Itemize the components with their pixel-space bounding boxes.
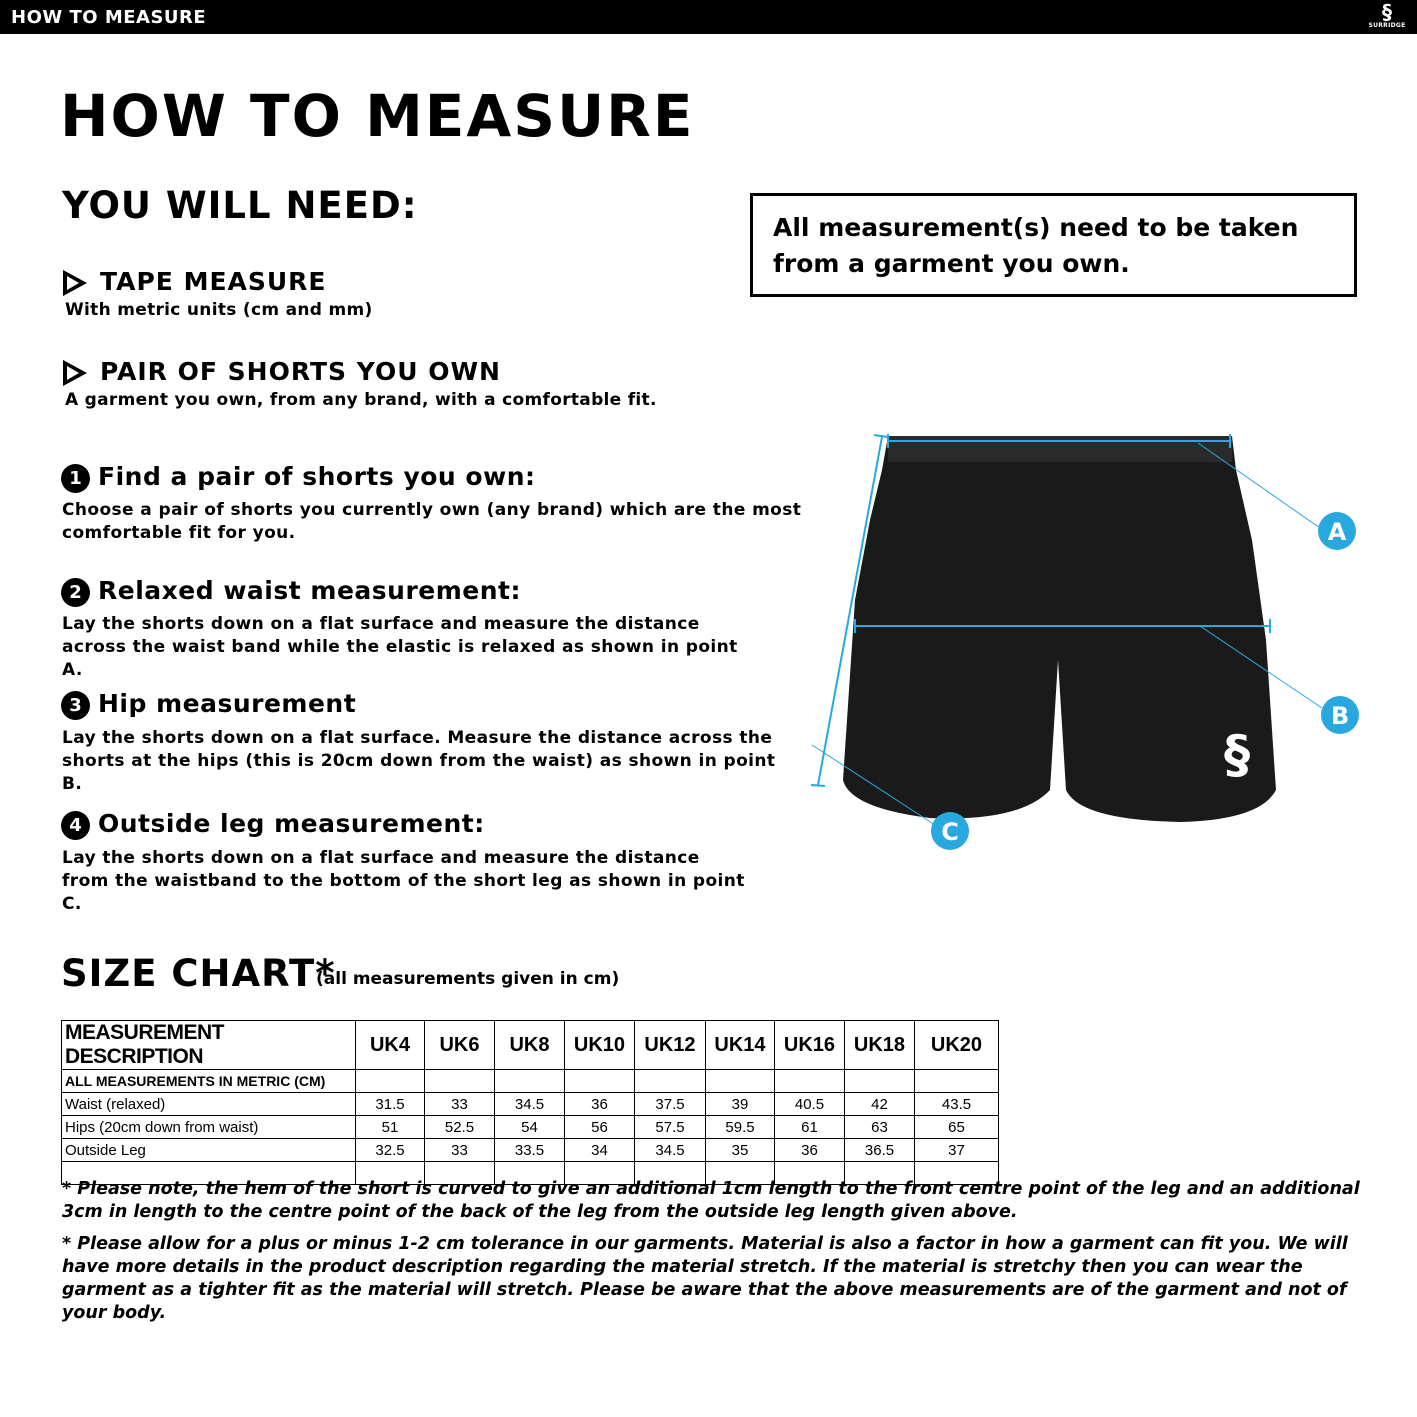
- row-label: Outside Leg: [61, 1138, 356, 1162]
- top-bar: [0, 0, 1417, 34]
- subheader-cell: ALL MEASUREMENTS IN METRIC (CM): [61, 1069, 356, 1093]
- need-item-title: PAIR OF SHORTS YOU OWN: [100, 357, 501, 386]
- measurement-cell: 33.5: [494, 1138, 565, 1162]
- table-row: Hips (20cm down from waist) 51 52.5 54 56 57.…: [61, 1115, 999, 1139]
- size-header: UK18: [844, 1020, 915, 1070]
- play-triangle-icon: [63, 270, 87, 296]
- measurement-cell: 43.5: [914, 1092, 999, 1116]
- size-header: UK6: [424, 1020, 495, 1070]
- top-bar-title: HOW TO MEASURE: [11, 7, 207, 28]
- shorts-logo-icon: §: [1224, 725, 1250, 785]
- measurement-cell: 36: [564, 1092, 635, 1116]
- step-body: Lay the shorts down on a flat surface. M…: [62, 728, 776, 794]
- need-item-desc: With metric units (cm and mm): [65, 300, 373, 320]
- table-row: Waist (relaxed) 31.5 33 34.5 36 37.5 39 40.5 42 4…: [61, 1092, 999, 1116]
- point-b-label: B: [1331, 702, 1349, 730]
- table-row: [61, 1161, 999, 1185]
- measurement-cell: 37.5: [634, 1092, 706, 1116]
- size-chart-title: SIZE CHART*: [61, 952, 336, 995]
- measurement-cell: 34.5: [634, 1138, 706, 1162]
- page-title: HOW TO MEASURE: [60, 82, 695, 150]
- step-number: 3: [61, 691, 90, 720]
- measurement-cell: 59.5: [705, 1115, 775, 1139]
- step-body: Lay the shorts down on a flat surface an…: [62, 848, 745, 914]
- measurement-cell: 34.5: [494, 1092, 565, 1116]
- shorts-illustration: [843, 436, 1276, 822]
- point-a-label: A: [1328, 518, 1347, 546]
- step-title: Outside leg measurement:: [98, 809, 485, 838]
- measurement-cell: 52.5: [424, 1115, 495, 1139]
- step-body: Choose a pair of shorts you currently ow…: [62, 500, 802, 543]
- measurement-cell: 54: [494, 1115, 565, 1139]
- measurement-cell: 57.5: [634, 1115, 706, 1139]
- step-number: 1: [61, 464, 90, 493]
- need-item-title: TAPE MEASURE: [100, 267, 327, 296]
- step-title: Relaxed waist measurement:: [98, 576, 521, 605]
- measurement-cell: 31.5: [355, 1092, 425, 1116]
- step-title: Hip measurement: [98, 689, 357, 718]
- size-header: UK10: [564, 1020, 635, 1070]
- point-c-marker: [931, 812, 969, 850]
- step-number: 4: [61, 811, 90, 840]
- size-header: UK16: [774, 1020, 845, 1070]
- point-b-marker: [1321, 696, 1359, 734]
- need-item-desc: A garment you own, from any brand, with …: [65, 390, 657, 410]
- play-triangle-icon: [63, 360, 87, 386]
- measurement-cell: 65: [914, 1115, 999, 1139]
- table-subheader-row: ALL MEASUREMENTS IN METRIC (CM): [61, 1069, 999, 1093]
- measurement-cell: 42: [844, 1092, 915, 1116]
- table-header-row: MEASUREMENT DESCRIPTION UK4 UK6 UK8 UK10…: [61, 1020, 999, 1070]
- leg-measure-line: [817, 436, 883, 786]
- measurement-cell: 33: [424, 1092, 495, 1116]
- measurement-cell: 63: [844, 1115, 915, 1139]
- measurement-cell: 36.5: [844, 1138, 915, 1162]
- measurement-cell: 51: [355, 1115, 425, 1139]
- row-label: Hips (20cm down from waist): [61, 1115, 356, 1139]
- step-number: 2: [61, 578, 90, 607]
- size-header: UK14: [705, 1020, 775, 1070]
- surridge-logo: § SURRIDGE: [1368, 0, 1406, 29]
- measurement-cell: 56: [564, 1115, 635, 1139]
- footnote: * Please note, the hem of the short is c…: [62, 1179, 1360, 1222]
- step-title: Find a pair of shorts you own:: [98, 462, 536, 491]
- table-row: Outside Leg 32.5 33 33.5 34 34.5 35 36 36.5 37: [61, 1138, 999, 1162]
- you-will-need-heading: YOU WILL NEED:: [62, 184, 418, 227]
- footnote: * Please allow for a plus or minus 1-2 c…: [62, 1234, 1348, 1323]
- size-header: UK20: [914, 1020, 999, 1070]
- row-label: Waist (relaxed): [61, 1092, 356, 1116]
- size-chart-table: MEASUREMENT DESCRIPTION UK4 UK6 UK8 UK10…: [61, 1020, 999, 1185]
- size-header: UK4: [355, 1020, 425, 1070]
- notice-box: All measurement(s) need to be taken from…: [750, 193, 1357, 297]
- measurement-cell: 36: [774, 1138, 845, 1162]
- measurement-cell: 32.5: [355, 1138, 425, 1162]
- size-header: UK12: [634, 1020, 706, 1070]
- measurement-cell: 37: [914, 1138, 999, 1162]
- header-cell: MEASUREMENT DESCRIPTION: [61, 1020, 356, 1070]
- measurement-cell: 33: [424, 1138, 495, 1162]
- step-body: Lay the shorts down on a flat surface an…: [62, 614, 738, 680]
- measurement-cell: 40.5: [774, 1092, 845, 1116]
- size-chart-note: (all measurements given in cm): [316, 969, 620, 989]
- measurement-cell: 34: [564, 1138, 635, 1162]
- measurement-cell: 61: [774, 1115, 845, 1139]
- point-c-label: C: [941, 818, 959, 846]
- point-a-marker: [1318, 512, 1356, 550]
- measurement-cell: 35: [705, 1138, 775, 1162]
- size-header: UK8: [494, 1020, 565, 1070]
- measurement-cell: 39: [705, 1092, 775, 1116]
